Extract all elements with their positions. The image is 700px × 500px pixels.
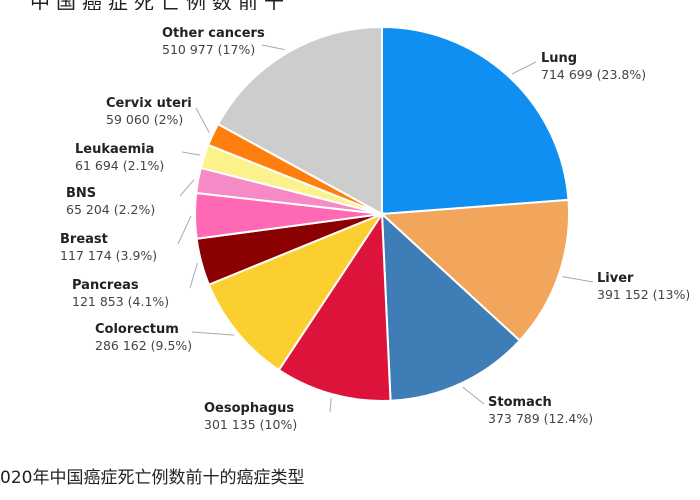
leader-oesophagus — [329, 398, 332, 413]
leader-lines — [177, 44, 594, 413]
slice-liver — [379, 198, 570, 342]
label-name-oesophagus: Oesophagus — [204, 401, 294, 416]
label-name-liver: Liver — [597, 271, 634, 286]
leader-breast — [177, 215, 192, 245]
leader-bns — [179, 179, 195, 197]
slice-other-cancers — [216, 25, 383, 216]
leader-lung — [511, 61, 537, 75]
label-value-stomach: 373 789 (12.4%) — [488, 411, 593, 426]
pie-slices — [194, 25, 570, 402]
label-name-cervix-uteri: Cervix uteri — [106, 96, 192, 111]
label-value-colorectum: 286 162 (9.5%) — [95, 338, 192, 353]
slice-colorectum — [207, 211, 385, 372]
leader-liver — [562, 276, 594, 283]
label-value-oesophagus: 301 135 (10%) — [204, 417, 297, 432]
slice-oesophagus — [277, 210, 392, 402]
leader-other-cancers — [261, 44, 285, 51]
label-name-breast: Breast — [60, 232, 108, 247]
label-value-pancreas: 121 853 (4.1%) — [72, 294, 169, 309]
slice-lung — [381, 25, 570, 216]
leader-cervix-uteri — [195, 107, 210, 133]
label-value-liver: 391 152 (13%) — [597, 287, 690, 302]
label-name-pancreas: Pancreas — [72, 278, 139, 293]
label-value-cervix-uteri: 59 060 (2%) — [106, 112, 183, 127]
label-name-other-cancers: Other cancers — [162, 26, 265, 41]
label-name-lung: Lung — [541, 51, 577, 66]
label-value-other-cancers: 510 977 (17%) — [162, 42, 255, 57]
leader-colorectum — [191, 331, 235, 336]
label-value-breast: 117 174 (3.9%) — [60, 248, 157, 263]
label-name-colorectum: Colorectum — [95, 322, 179, 337]
slice-stomach — [380, 211, 522, 402]
leader-pancreas — [189, 262, 198, 289]
cropped-heading: 中国癌症死亡例数前十 — [0, 0, 700, 10]
leader-leukaemia — [181, 151, 201, 156]
label-value-bns: 65 204 (2.2%) — [66, 202, 155, 217]
label-value-leukaemia: 61 694 (2.1%) — [75, 158, 164, 173]
label-name-stomach: Stomach — [488, 395, 552, 410]
chart-caption: 020年中国癌症死亡例数前十的癌症类型 — [0, 468, 305, 488]
leader-stomach — [462, 386, 485, 405]
cropped-heading-text: 中国癌症死亡例数前十 — [30, 0, 290, 10]
label-name-bns: BNS — [66, 186, 96, 201]
label-value-lung: 714 699 (23.8%) — [541, 67, 646, 82]
label-name-leukaemia: Leukaemia — [75, 142, 154, 157]
